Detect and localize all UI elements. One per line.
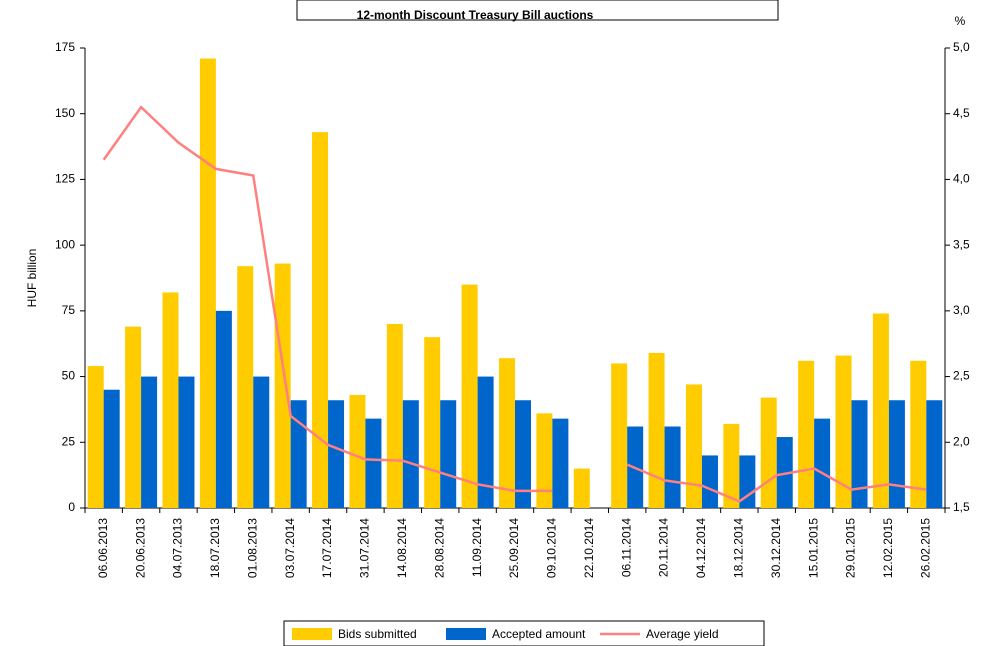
y2-tick-label: 2,5 <box>953 369 970 383</box>
bar <box>461 284 478 508</box>
bar <box>440 400 457 508</box>
bar <box>328 400 345 508</box>
x-tick-label: 31.07.2014 <box>358 518 372 578</box>
x-tick-label: 04.12.2014 <box>694 518 708 578</box>
y-tick-label: 0 <box>68 500 75 514</box>
y2-axis-label: % <box>955 14 966 28</box>
x-tick-label: 01.08.2013 <box>245 518 259 578</box>
bar <box>872 313 889 508</box>
y-tick-label: 25 <box>62 434 76 448</box>
bar <box>664 426 681 508</box>
bar <box>552 418 569 508</box>
bar <box>290 400 307 508</box>
bar <box>312 132 329 508</box>
bar <box>536 413 553 508</box>
bar <box>402 400 419 508</box>
bar <box>87 366 104 508</box>
y2-tick-label: 1,5 <box>953 500 970 514</box>
line <box>102 105 553 493</box>
x-tick-label: 06.11.2014 <box>619 518 633 577</box>
x-tick-label: 28.08.2014 <box>432 518 446 578</box>
bar <box>611 363 628 508</box>
y2-tick-label: 4,0 <box>953 172 970 186</box>
bar <box>888 400 905 508</box>
bar <box>723 423 740 508</box>
bar <box>910 360 927 508</box>
bar <box>515 400 531 508</box>
line <box>626 463 927 503</box>
x-tick-label: 06.06.2013 <box>96 518 110 578</box>
y-axis-label: HUF billion <box>25 249 39 308</box>
legend-swatch <box>292 628 332 640</box>
x-tick-label: 30.12.2014 <box>769 518 783 578</box>
legend-box <box>283 620 765 646</box>
bar <box>178 376 195 508</box>
x-tick-label: 15.01.2015 <box>806 518 820 578</box>
x-tick-label: 18.07.2013 <box>208 518 222 578</box>
x-tick-label: 25.09.2014 <box>507 518 521 578</box>
x-tick-label: 26.02.2015 <box>918 518 932 578</box>
x-tick-label: 14.08.2014 <box>395 518 409 578</box>
bar <box>424 337 441 508</box>
x-tick-label: 18.12.2014 <box>732 518 746 578</box>
bar <box>349 394 366 508</box>
x-tick-label: 20.11.2014 <box>657 518 671 577</box>
bar <box>237 266 254 508</box>
y-tick-label: 150 <box>55 106 75 120</box>
bar <box>386 324 403 508</box>
x-tick-label: 17.07.2014 <box>320 518 334 578</box>
bar <box>814 418 831 508</box>
x-tick-label: 29.01.2015 <box>844 518 858 578</box>
legend-label: Average yield <box>646 627 719 641</box>
x-tick-label: 11.09.2014 <box>470 518 484 577</box>
bar <box>253 376 270 508</box>
x-tick-label: 12.02.2015 <box>881 518 895 578</box>
bar <box>125 326 142 508</box>
bar <box>851 400 868 508</box>
bar <box>215 310 232 508</box>
x-tick-label: 22.10.2014 <box>582 518 596 578</box>
legend-swatch <box>446 628 486 640</box>
bar <box>739 455 756 508</box>
bar <box>103 389 120 508</box>
y-tick-label: 125 <box>55 172 75 186</box>
bar <box>477 376 494 508</box>
bar <box>162 292 179 508</box>
y-tick-label: 100 <box>55 237 75 251</box>
y2-tick-label: 4,5 <box>953 106 970 120</box>
y-tick-label: 50 <box>62 369 76 383</box>
y2-tick-label: 2,0 <box>953 434 970 448</box>
x-tick-label: 09.10.2014 <box>545 518 559 578</box>
bar <box>926 400 943 508</box>
bar <box>199 58 216 509</box>
bar <box>835 355 852 508</box>
bar <box>141 376 158 508</box>
y2-tick-label: 3,5 <box>953 237 970 251</box>
bar <box>760 397 777 508</box>
bar <box>573 468 590 508</box>
y-tick-label: 75 <box>62 303 76 317</box>
x-tick-label: 20.06.2013 <box>133 518 147 578</box>
y2-tick-label: 5,0 <box>953 40 970 54</box>
bar <box>274 263 291 508</box>
bar <box>648 352 665 508</box>
y2-tick-label: 3,0 <box>953 303 970 317</box>
x-tick-label: 03.07.2014 <box>283 518 297 578</box>
x-tick-label: 04.07.2013 <box>171 518 185 578</box>
legend-label: Accepted amount <box>492 627 586 641</box>
y-tick-label: 175 <box>55 40 75 54</box>
bar <box>685 384 702 508</box>
chart-title: 12-month Discount Treasury Bill auctions <box>357 8 594 22</box>
bar <box>701 455 718 508</box>
bar <box>499 358 515 508</box>
bar <box>365 418 382 508</box>
legend-label: Bids submitted <box>338 627 417 641</box>
bar <box>798 360 815 508</box>
title-box <box>296 0 779 21</box>
